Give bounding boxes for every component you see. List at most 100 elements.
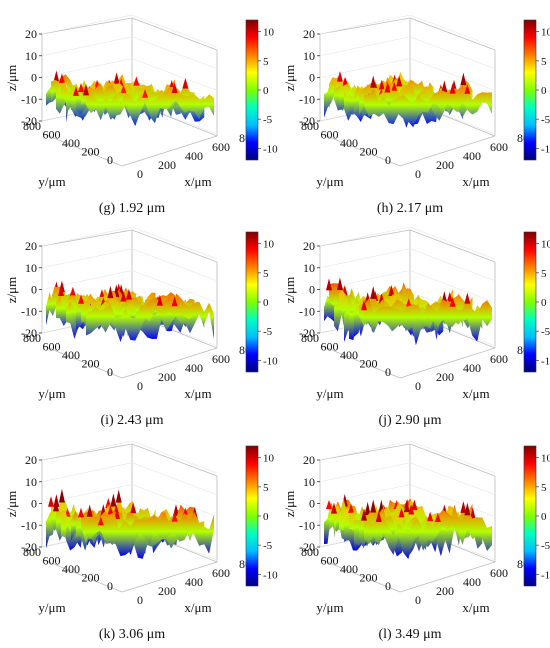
- z-tick-label: 20: [303, 453, 315, 467]
- grid-line: [41, 226, 133, 247]
- y-tick-label: 400: [62, 136, 80, 150]
- surface-peak: [114, 508, 121, 520]
- surface-peak: [110, 493, 117, 507]
- surface-peak: [326, 278, 332, 291]
- x-tick-label: 400: [463, 149, 481, 163]
- grid-line: [131, 462, 218, 496]
- axis-box-line: [319, 17, 411, 35]
- surface-peak: [171, 512, 178, 522]
- z-axis-label: z/μm: [282, 65, 297, 91]
- grid-line: [409, 440, 496, 474]
- z-tick-label: -20: [21, 326, 37, 340]
- grid-line: [409, 226, 496, 260]
- y-tick-label: 400: [340, 348, 358, 362]
- grid-line: [319, 440, 411, 461]
- surface-peak: [446, 291, 453, 303]
- surface-peak: [384, 82, 391, 93]
- axis-box-line: [41, 443, 133, 461]
- z-tick-label: 10: [303, 49, 315, 63]
- z-tick-label: 10: [25, 261, 37, 275]
- y-tick-label: 600: [43, 128, 61, 142]
- axis-box-line: [121, 347, 218, 379]
- surface-peak: [69, 286, 76, 297]
- axis-box-line: [399, 561, 496, 593]
- y-tick-label: 0: [385, 365, 391, 379]
- grid-line: [319, 36, 411, 57]
- y-tick-label: 800: [23, 545, 41, 559]
- z-tick-label: -20: [21, 540, 37, 554]
- surface-peak: [370, 75, 377, 88]
- grid-line: [409, 270, 496, 303]
- axis-box-line: [43, 133, 123, 167]
- surface-peak: [396, 75, 403, 87]
- y-axis-label: y/μm: [316, 386, 343, 401]
- colorbar-tick-label: 5: [541, 56, 547, 68]
- z-tick-label: 0: [31, 283, 37, 297]
- surface-peak: [460, 501, 467, 513]
- z-axis-label: z/μm: [4, 65, 19, 91]
- z-tick-label: 10: [25, 49, 37, 63]
- panel-caption: (k) 3.06 μm: [99, 627, 165, 642]
- y-tick-label: 0: [107, 153, 113, 167]
- colorbar-tick-label: 0: [263, 297, 269, 309]
- y-tick-label: 0: [385, 579, 391, 593]
- surface-peak: [73, 86, 79, 96]
- surface-peak: [388, 284, 395, 297]
- z-tick-label: 10: [303, 475, 315, 489]
- colorbar: [523, 445, 537, 587]
- grid-line: [41, 462, 133, 483]
- grid-line: [131, 226, 218, 260]
- surface-peak: [113, 72, 120, 84]
- x-tick-label: 0: [137, 379, 143, 393]
- x-tick-label: 200: [158, 158, 176, 172]
- z-tick-label: 20: [25, 27, 37, 41]
- y-tick-label: 200: [360, 357, 378, 371]
- grid-line: [131, 36, 218, 70]
- z-tick-label: 20: [303, 239, 315, 253]
- surface-peak: [97, 516, 104, 526]
- grid-line: [131, 440, 218, 474]
- z-tick-label: -10: [299, 518, 315, 532]
- grid-line: [41, 14, 133, 35]
- y-tick-label: 200: [82, 145, 100, 159]
- y-tick-label: 800: [301, 545, 319, 559]
- z-tick-label: 20: [25, 239, 37, 253]
- surface-peak: [53, 498, 59, 512]
- x-tick-label: 200: [158, 584, 176, 598]
- y-tick-label: 200: [360, 145, 378, 159]
- colorbar-tick-label: 5: [541, 482, 547, 494]
- surface-peak: [78, 507, 84, 518]
- z-axis-label: z/μm: [282, 491, 297, 517]
- grid-line: [131, 58, 218, 91]
- z-tick-label: -20: [299, 540, 315, 554]
- colorbar-tick-label: -10: [263, 569, 278, 581]
- y-axis-label: y/μm: [38, 174, 65, 189]
- axis-box-line: [43, 559, 123, 593]
- surface-strip: [364, 86, 492, 128]
- colorbar-tick-label: 0: [263, 511, 269, 523]
- axis-box-line: [121, 135, 218, 167]
- x-tick-label: 0: [415, 593, 421, 607]
- x-tick-label: 200: [436, 370, 454, 384]
- y-tick-label: 800: [23, 119, 41, 133]
- colorbar-tick-label: 5: [263, 268, 269, 280]
- grid-line: [41, 440, 133, 461]
- grid-line: [131, 14, 218, 48]
- surface-peak: [182, 77, 189, 89]
- colorbar-tick-label: -5: [263, 326, 273, 338]
- y-tick-label: 400: [340, 136, 358, 150]
- z-axis-label: z/μm: [282, 277, 297, 303]
- surface-peak: [460, 72, 467, 86]
- surface-peak: [78, 82, 84, 93]
- x-tick-label: 0: [137, 593, 143, 607]
- surface-peak: [434, 512, 441, 523]
- colorbar-tick-label: -5: [541, 114, 550, 126]
- axis-box-line: [409, 443, 496, 477]
- axis-box-line: [399, 347, 496, 379]
- colorbar: [523, 19, 537, 161]
- colorbar-tick-label: 10: [541, 239, 550, 251]
- colorbar-tick-label: 5: [263, 482, 269, 494]
- x-tick-label: 600: [212, 140, 230, 154]
